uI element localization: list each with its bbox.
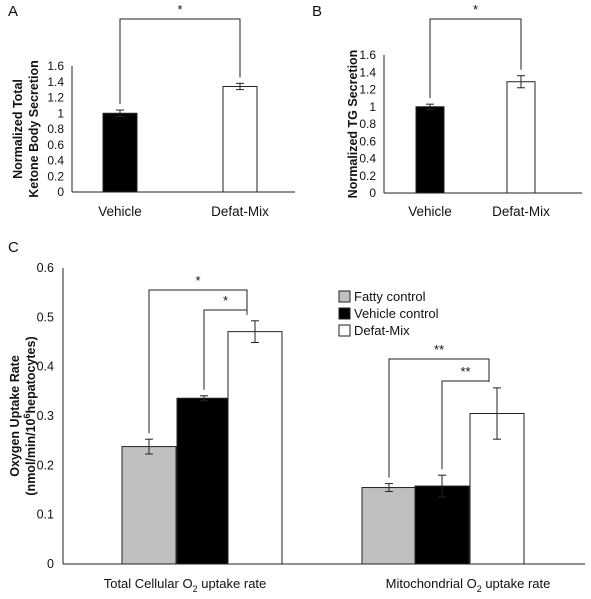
x-group-label: Total Cellular O2 uptake rate xyxy=(104,576,267,594)
significance-marker: ** xyxy=(460,364,470,379)
x-group-label-subscript: 2 xyxy=(193,584,198,594)
y-axis-title: (nmol/min/106hepatocytes) xyxy=(22,336,38,495)
significance-bracket xyxy=(441,380,490,470)
y-axis-title-part: hepatocytes) xyxy=(24,336,38,413)
bar xyxy=(415,106,445,194)
x-group-label: Mitochondrial O2 uptake rate xyxy=(386,576,551,594)
panel-letter: B xyxy=(312,3,322,20)
y-axis-title: Normalized Total xyxy=(11,79,25,179)
y-tick-label: 0.6 xyxy=(47,138,64,152)
y-tick-label: 1.6 xyxy=(359,48,376,62)
legend-swatch xyxy=(338,324,351,337)
significance-bracket xyxy=(388,358,490,478)
x-group-label-subscript: 2 xyxy=(477,584,482,594)
y-tick-label: 0 xyxy=(57,185,64,199)
y-tick-label: 1 xyxy=(57,106,64,120)
significance-bracket xyxy=(148,289,248,434)
y-tick-label: 0.4 xyxy=(37,360,54,374)
y-tick-label: 1.6 xyxy=(47,59,64,73)
y-axis-title: Oxygen Uptake Rate xyxy=(8,355,22,477)
bar xyxy=(102,112,138,193)
y-tick-label: 0 xyxy=(369,186,376,200)
bar xyxy=(227,331,283,565)
y-tick-label: 0.4 xyxy=(47,154,64,168)
significance-marker: ** xyxy=(434,342,444,357)
y-tick-label: 0.6 xyxy=(37,261,54,275)
legend-label: Defat-Mix xyxy=(354,323,410,338)
panel-c: C 0 0.1 0.2 0.3 0.4 0.5 0.6 Oxygen Uptake Rate (n… xyxy=(8,239,585,594)
panel-a: A 0 0.20.4 0.6 0.8 11.2 1.4 1.6 Normalized Total… xyxy=(8,2,295,219)
y-tick-label: 1.2 xyxy=(359,83,376,97)
bar xyxy=(414,485,470,565)
y-tick-label: 1.4 xyxy=(47,75,64,89)
significance-bracket xyxy=(429,18,522,99)
bar xyxy=(222,85,258,193)
legend-swatch xyxy=(338,307,351,320)
y-tick-label: 1.2 xyxy=(47,91,64,105)
y-tick-label: 0.2 xyxy=(47,169,64,183)
y-tick-label: 1 xyxy=(369,100,376,114)
bar xyxy=(121,446,177,565)
x-category-label: Defat-Mix xyxy=(492,204,550,219)
x-group-label-part: Mitochondrial O xyxy=(386,576,477,591)
significance-marker: * xyxy=(473,2,478,17)
significance-marker: * xyxy=(195,273,200,288)
bar xyxy=(506,81,536,194)
y-tick-label: 0.2 xyxy=(359,169,376,183)
y-axis-title: Normalized TG Secretion xyxy=(346,50,360,199)
y-tick-label: 0.8 xyxy=(359,117,376,131)
y-axis-title: Ketone Body Secretion xyxy=(27,60,41,198)
x-category-label: Vehicle xyxy=(98,204,142,219)
bar xyxy=(176,397,232,565)
y-tick-label: 0.1 xyxy=(37,508,54,522)
legend-label: Fatty control xyxy=(354,289,426,304)
y-tick-label: 0.4 xyxy=(359,152,376,166)
legend-label: Vehicle control xyxy=(354,306,439,321)
y-axis-title-superscript: 6 xyxy=(22,414,32,419)
significance-marker: * xyxy=(177,2,182,17)
y-axis-title-part: (nmol/min/10 xyxy=(24,418,38,495)
y-tick-label: 0.3 xyxy=(37,409,54,423)
y-tick-label: 0.2 xyxy=(37,458,54,472)
x-category-label: Vehicle xyxy=(408,204,452,219)
significance-marker: * xyxy=(223,293,228,308)
y-tick-label: 1.4 xyxy=(359,65,376,79)
y-tick-label: 0 xyxy=(47,557,54,571)
significance-bracket xyxy=(119,18,241,105)
y-tick-label: 0.6 xyxy=(359,134,376,148)
y-tick-label: 0.8 xyxy=(47,122,64,136)
panel-letter: A xyxy=(8,3,18,20)
x-group-label-part: Total Cellular O xyxy=(104,576,193,591)
panel-letter: C xyxy=(8,239,19,256)
x-group-label-part: uptake rate xyxy=(482,576,551,591)
legend-swatch xyxy=(338,290,351,303)
bar xyxy=(361,487,417,565)
y-tick-label: 0.5 xyxy=(37,310,54,324)
significance-bracket xyxy=(203,309,248,390)
x-category-label: Defat-Mix xyxy=(211,204,269,219)
x-group-label-part: uptake rate xyxy=(198,576,267,591)
